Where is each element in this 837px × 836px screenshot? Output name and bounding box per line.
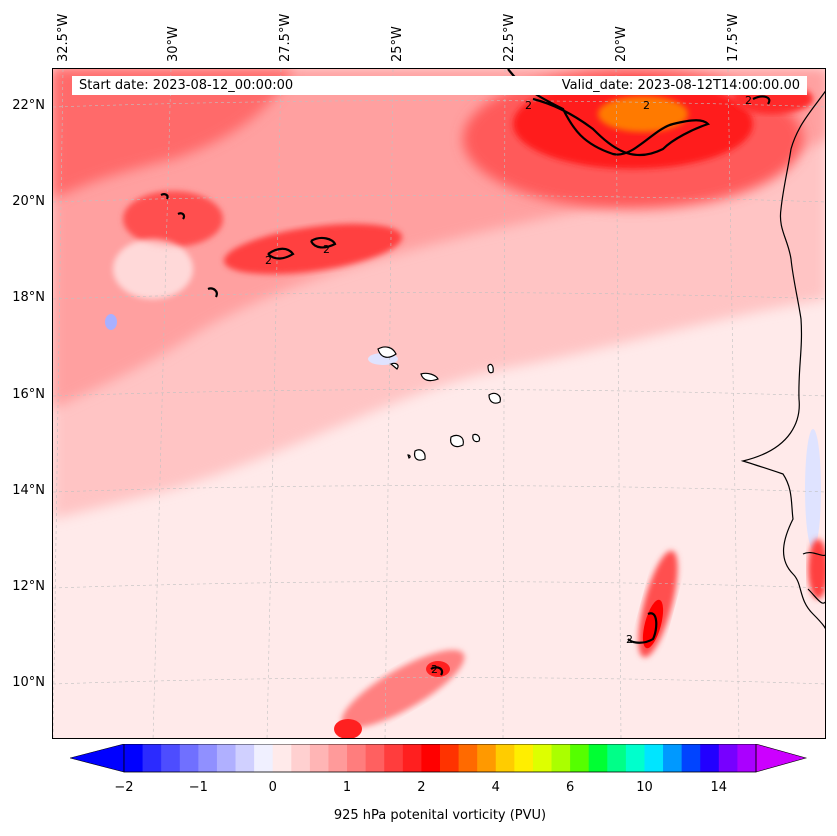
contour-labels: 2 2 2 2 2 2 2 bbox=[265, 94, 752, 676]
colorbar-segment bbox=[421, 744, 441, 772]
colorbar-tick-label: 6 bbox=[565, 780, 575, 795]
field-south-spot bbox=[426, 661, 450, 677]
field-west-blob bbox=[123, 191, 223, 247]
latitude-label: 12°N bbox=[12, 579, 45, 594]
colorbar-segment bbox=[607, 744, 627, 772]
colorbar-segment bbox=[198, 744, 218, 772]
colorbar-segment bbox=[161, 744, 181, 772]
field-ne-orange bbox=[598, 96, 688, 132]
coastline-africa bbox=[740, 90, 825, 630]
latitude-label: 16°N bbox=[12, 387, 45, 402]
colorbar-tick-label: 14 bbox=[710, 780, 728, 795]
colorbar-tick-label: −2 bbox=[114, 780, 134, 795]
colorbar-segment bbox=[663, 744, 683, 772]
colorbar-segment bbox=[625, 744, 645, 772]
contour-label: 2 bbox=[431, 663, 438, 676]
latitude-label: 20°N bbox=[12, 194, 45, 209]
colorbar-segment bbox=[384, 744, 404, 772]
colorbar-segment bbox=[142, 744, 162, 772]
colorbar-tick-label: 4 bbox=[491, 780, 500, 795]
colorbar-segment bbox=[495, 744, 515, 772]
colorbar-segment bbox=[700, 744, 720, 772]
latitude-label: 18°N bbox=[12, 290, 45, 305]
colorbar-tick-label: 2 bbox=[417, 780, 426, 795]
longitude-label: 25°W bbox=[390, 26, 405, 62]
longitude-label: 22.5°W bbox=[502, 13, 517, 62]
contour-label: 2 bbox=[643, 99, 650, 112]
colorbar-extend-min bbox=[70, 744, 125, 773]
islands-cape-verde bbox=[377, 346, 501, 461]
field-south-corner-spot bbox=[334, 719, 362, 738]
contour-label: 2 bbox=[745, 94, 752, 107]
colorbar-segment bbox=[291, 744, 311, 772]
valid-date-label: Valid_date: 2023-08-12T14:00:00.00 bbox=[561, 78, 800, 93]
colorbar-segment bbox=[737, 744, 757, 772]
colorbar-segment bbox=[328, 744, 348, 772]
colorbar-segment bbox=[718, 744, 738, 772]
start-date-label: Start date: 2023-08-12_00:00:00 bbox=[79, 78, 294, 93]
colorbar-tick-label: 1 bbox=[342, 780, 352, 795]
longitude-label: 27.5°W bbox=[278, 13, 293, 62]
longitude-label: 20°W bbox=[614, 26, 629, 62]
colorbar-tick-label: −1 bbox=[188, 780, 208, 795]
field-nw-strong bbox=[53, 69, 293, 199]
graticule bbox=[53, 69, 825, 738]
colorbar-segment bbox=[254, 744, 274, 772]
colorbar-segment bbox=[347, 744, 367, 772]
colorbar-segment bbox=[309, 744, 329, 772]
colorbar-segment bbox=[402, 744, 422, 772]
colorbar-title: 925 hPa potenital vorticity (PVU) bbox=[333, 808, 547, 823]
field-coast-blue bbox=[805, 429, 821, 549]
colorbar-tick-label: 0 bbox=[268, 780, 277, 795]
contour-label: 2 bbox=[265, 254, 272, 267]
colorbar-segment bbox=[272, 744, 292, 772]
colorbar-segment bbox=[477, 744, 497, 772]
colorbar-segment bbox=[365, 744, 385, 772]
colorbar-tick-label: 10 bbox=[636, 780, 653, 795]
colorbar-segment bbox=[588, 744, 608, 772]
field-blue-spot bbox=[105, 314, 117, 330]
latitude-label: 14°N bbox=[12, 483, 45, 498]
colorbar-segment bbox=[216, 744, 237, 772]
longitude-label: 32.5°W bbox=[56, 13, 71, 62]
map-panel: 2 2 2 2 2 2 2 bbox=[52, 68, 826, 739]
colorbar-frame bbox=[123, 744, 757, 773]
colorbar-segment bbox=[124, 744, 144, 772]
field-white-patch bbox=[113, 239, 193, 299]
latitude-label: 22°N bbox=[12, 98, 45, 113]
pv-field-map: 2 2 2 2 2 2 2 bbox=[53, 69, 825, 738]
longitude-label: 30°W bbox=[166, 26, 181, 62]
colorbar-segment bbox=[532, 744, 553, 772]
colorbar-segment bbox=[514, 744, 534, 772]
colorbar bbox=[70, 744, 808, 773]
colorbar-segment bbox=[551, 744, 571, 772]
colorbar-segment bbox=[458, 744, 478, 772]
colorbar-extend-max bbox=[755, 744, 808, 773]
field-coast-red bbox=[808, 539, 825, 599]
colorbar-segment bbox=[179, 744, 199, 772]
latitude-label: 10°N bbox=[12, 675, 45, 690]
contour-label: 2 bbox=[323, 243, 330, 256]
field-south-streak-core bbox=[642, 599, 664, 649]
colorbar-segment bbox=[681, 744, 701, 772]
contour-label: 2 bbox=[626, 633, 633, 646]
colorbar-segment bbox=[644, 744, 664, 772]
contour-label: 2 bbox=[525, 99, 532, 112]
colorbar-segment bbox=[235, 744, 255, 772]
contour-pv-2 bbox=[160, 69, 771, 676]
field-streak-19n bbox=[223, 223, 403, 275]
longitude-label: 17.5°W bbox=[726, 13, 741, 62]
colorbar-segment bbox=[570, 744, 590, 772]
date-info-bar: Start date: 2023-08-12_00:00:00 Valid_da… bbox=[72, 76, 807, 95]
colorbar-segment bbox=[440, 744, 460, 772]
